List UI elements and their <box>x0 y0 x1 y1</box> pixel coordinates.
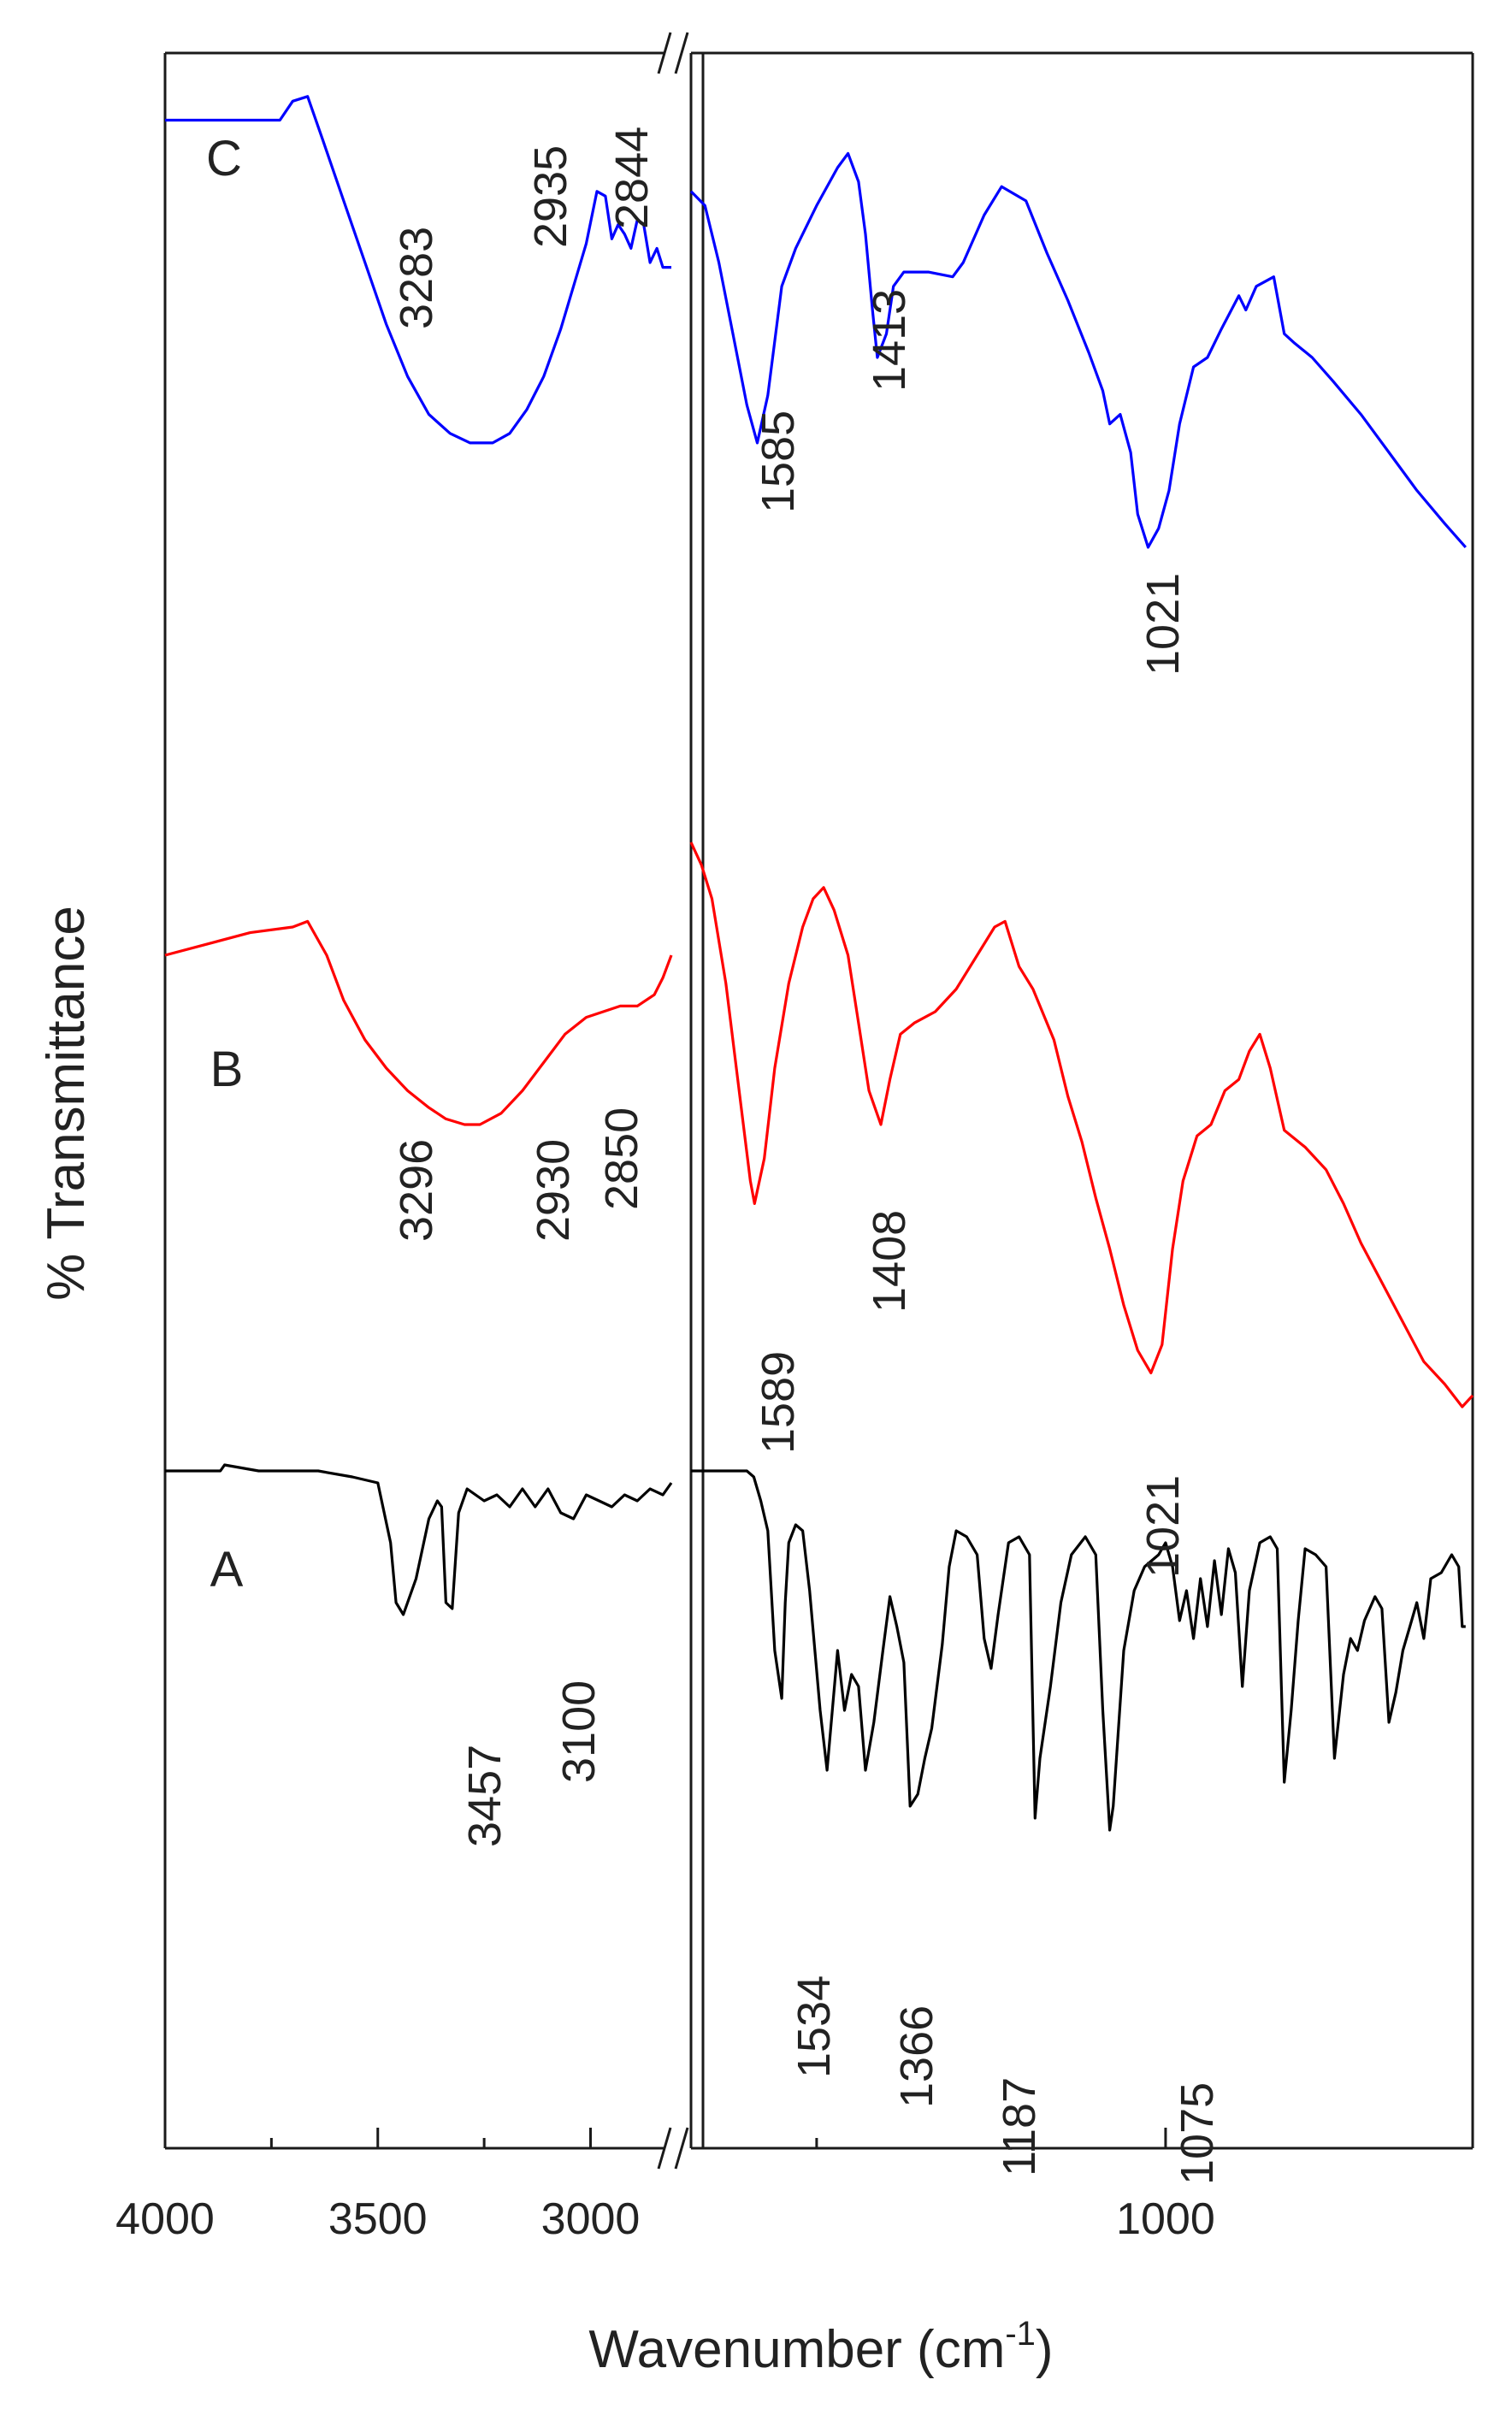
plot-frame <box>163 32 1474 2170</box>
peak-label-A-1075: 1075 <box>1172 2082 1223 2185</box>
peak-label-A-3457: 3457 <box>459 1745 511 1847</box>
peak-label-B-1589: 1589 <box>753 1351 804 1454</box>
series-B-left-line <box>164 919 673 1126</box>
peak-label-B-2850: 2850 <box>596 1107 647 1210</box>
axis-break-mark-top-2 <box>674 32 689 74</box>
series-label-C: C <box>206 131 242 186</box>
axis-break-mark-bottom-1 <box>657 2127 672 2170</box>
peak-label-B-2930: 2930 <box>528 1139 579 1242</box>
x-axis-title-close: ) <box>1036 2320 1054 2379</box>
peak-label-C-1021: 1021 <box>1137 573 1189 676</box>
peak-label-C-2935: 2935 <box>525 145 576 248</box>
x-axis-title-main: Wavenumber (cm <box>588 2320 1005 2379</box>
peak-label-C-2844: 2844 <box>606 127 658 229</box>
series-label-A: A <box>210 1542 244 1597</box>
peak-label-A-1366: 1366 <box>891 2005 942 2108</box>
peak-label-C-3283: 3283 <box>391 227 442 329</box>
x-axis-title-superscript: -1 <box>1005 2315 1036 2353</box>
series-layer <box>164 95 1474 1832</box>
series-A-left-line <box>165 1463 673 1616</box>
series-C-right-line <box>689 151 1468 549</box>
peak-label-B-1408: 1408 <box>864 1210 915 1313</box>
series-A-right-line <box>691 1469 1466 1832</box>
x-tick-label-1000: 1000 <box>1116 2194 1215 2244</box>
peak-label-B-3296: 3296 <box>391 1139 442 1242</box>
peak-label-A-1534: 1534 <box>788 1975 840 2078</box>
x-axis-title: Wavenumber (cm-1) <box>588 2315 1053 2379</box>
peak-label-B-1021: 1021 <box>1137 1475 1189 1578</box>
labels-layer: C 3283 2935 2844 1585 1413 1021 B 3296 2930 2850 15… <box>206 127 1223 2185</box>
x-tick-label-4000: 4000 <box>115 2194 215 2244</box>
series-C-left-line <box>165 95 671 445</box>
peak-label-A-1187: 1187 <box>994 2077 1045 2176</box>
series-label-B: B <box>210 1042 244 1097</box>
peak-label-C-1413: 1413 <box>864 289 915 392</box>
x-tick-label-3500: 3500 <box>328 2194 428 2244</box>
x-tick-label-3000: 3000 <box>541 2194 641 2244</box>
peak-label-A-3100: 3100 <box>553 1680 605 1783</box>
series-B-right-line <box>689 841 1474 1408</box>
y-axis-title: % Transmittance <box>37 906 96 1301</box>
axes-layer: 4000 3500 3000 1000 Wavenumber (cm-1) % Trans… <box>37 906 1215 2379</box>
axis-break-mark-top-1 <box>657 32 672 74</box>
axis-break-mark-bottom-2 <box>674 2127 689 2170</box>
peak-label-C-1585: 1585 <box>753 410 804 513</box>
